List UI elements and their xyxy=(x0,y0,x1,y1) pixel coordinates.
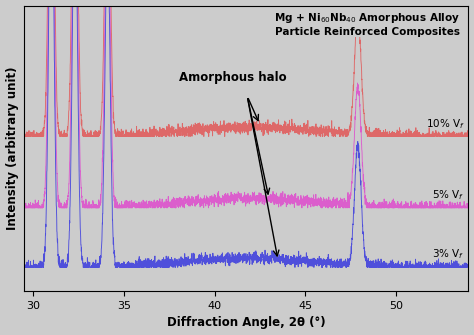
Text: 5% V$_f$: 5% V$_f$ xyxy=(432,188,465,202)
Y-axis label: Intensity (arbitrary unit): Intensity (arbitrary unit) xyxy=(6,67,18,230)
Text: 10% V$_f$: 10% V$_f$ xyxy=(426,117,465,131)
X-axis label: Diffraction Angle, 2θ (°): Diffraction Angle, 2θ (°) xyxy=(167,317,326,329)
Text: 3% V$_f$: 3% V$_f$ xyxy=(432,248,465,261)
Text: Amorphous halo: Amorphous halo xyxy=(179,71,286,84)
Text: Mg + Ni$_{60}$Nb$_{40}$ Amorphous Alloy
Particle Reinforced Composites: Mg + Ni$_{60}$Nb$_{40}$ Amorphous Alloy … xyxy=(273,11,460,37)
